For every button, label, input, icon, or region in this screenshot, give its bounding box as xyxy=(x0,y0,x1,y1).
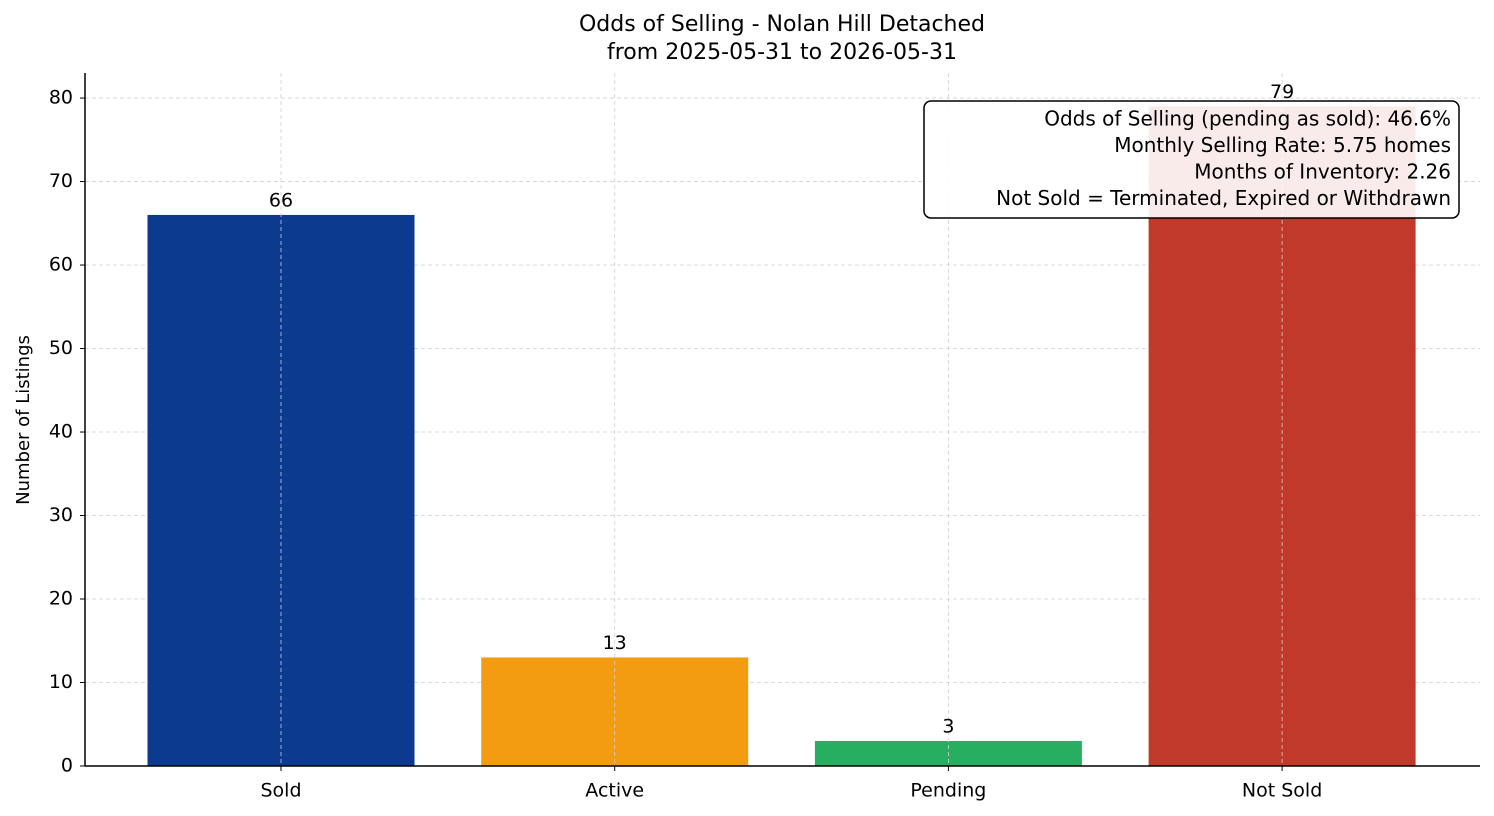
y-tick-label: 30 xyxy=(49,504,73,526)
y-tick-label: 10 xyxy=(49,671,73,693)
value-label: 66 xyxy=(269,189,293,211)
chart-title: Odds of Selling - Nolan Hill Detached xyxy=(579,12,985,37)
y-tick-label: 50 xyxy=(49,337,73,359)
y-tick-label: 0 xyxy=(61,755,73,777)
annotation-line: Not Sold = Terminated, Expired or Withdr… xyxy=(996,186,1451,210)
x-tick-label: Active xyxy=(585,780,644,802)
annotation-line: Months of Inventory: 2.26 xyxy=(1194,160,1451,184)
y-tick-label: 20 xyxy=(49,588,73,610)
annotation-line: Odds of Selling (pending as sold): 46.6% xyxy=(1044,107,1451,131)
annotation-box xyxy=(923,100,1460,219)
y-tick-label: 60 xyxy=(49,254,73,276)
x-tick-label: Sold xyxy=(260,780,301,802)
chart-subtitle: from 2025-05-31 to 2026-05-31 xyxy=(607,40,957,65)
value-label: 13 xyxy=(603,632,627,654)
y-tick-label: 70 xyxy=(49,170,73,192)
x-tick-label: Not Sold xyxy=(1242,780,1322,802)
value-label: 3 xyxy=(942,715,954,737)
x-tick-label: Pending xyxy=(910,780,986,802)
y-tick-label: 40 xyxy=(49,421,73,443)
annotation-line: Monthly Selling Rate: 5.75 homes xyxy=(1114,133,1451,157)
y-tick-label: 80 xyxy=(49,87,73,109)
value-label: 79 xyxy=(1270,81,1294,103)
y-axis-label: Number of Listings xyxy=(13,335,34,505)
